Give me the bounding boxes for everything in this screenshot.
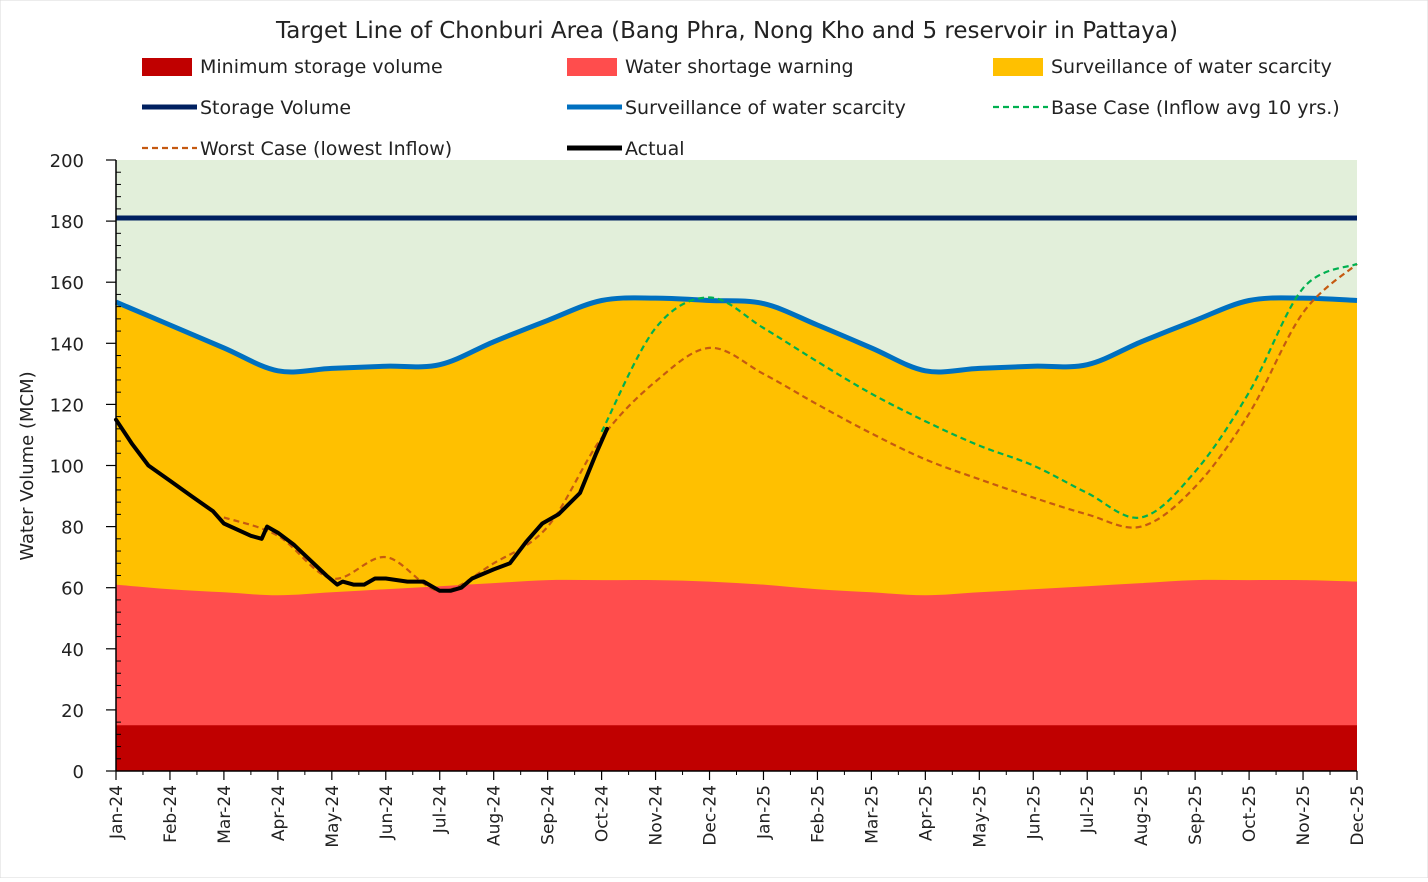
legend-label: Actual: [625, 138, 685, 160]
legend-item: Worst Case (lowest Inflow): [142, 138, 452, 160]
x-tick-label: Jul-25: [1078, 785, 1098, 834]
x-tick-label: Jan-24: [107, 785, 127, 840]
x-tick-label: Feb-24: [161, 785, 181, 843]
plot-area: [114, 160, 1358, 771]
line-surveillance-boundary: [115, 295, 1358, 375]
legend-item: Water shortage warning: [567, 56, 854, 78]
x-tick-label: Apr-25: [916, 785, 936, 841]
x-tick-label: May-24: [323, 785, 343, 848]
y-tick-label: 180: [50, 212, 84, 233]
y-axis-label: Water Volume (MCM): [17, 371, 38, 560]
x-tick-label: Jan-25: [754, 785, 774, 840]
line-worst-case: [223, 263, 1358, 592]
legend-item: Surveillance of water scarcity: [567, 97, 906, 119]
y-tick-label: 140: [50, 334, 84, 355]
legend-item: Minimum storage volume: [142, 56, 443, 78]
x-tick-label: Sep-25: [1186, 785, 1206, 845]
x-tick-label: Nov-24: [647, 785, 667, 846]
x-tick-label: Aug-25: [1132, 785, 1152, 846]
y-tick-label: 100: [50, 457, 84, 478]
legend-label: Storage Volume: [200, 97, 351, 119]
x-tick-label: Aug-24: [485, 785, 505, 846]
legend-label: Minimum storage volume: [200, 56, 443, 78]
line-base-case: [600, 262, 1358, 519]
area-minimum-storage: [116, 725, 1357, 771]
legend-label: Worst Case (lowest Inflow): [200, 138, 452, 160]
x-tick-label: Jun-24: [377, 785, 397, 840]
y-tick-label: 80: [61, 518, 84, 539]
x-tick-label: Sep-24: [539, 785, 559, 845]
legend-item: Base Case (Inflow avg 10 yrs.): [993, 97, 1340, 119]
legend-item: Actual: [567, 138, 685, 160]
x-tick-label: Nov-25: [1294, 785, 1314, 846]
legend-label: Water shortage warning: [625, 56, 854, 78]
legend-item: Surveillance of water scarcity: [993, 56, 1332, 78]
x-tick-label: Mar-25: [862, 785, 882, 844]
x-tick-label: Oct-25: [1240, 785, 1260, 842]
x-tick-label: Jul-24: [431, 785, 451, 834]
x-tick-label: Jun-25: [1024, 785, 1044, 840]
legend-swatch-box: [993, 58, 1043, 76]
line-actual: [114, 417, 609, 593]
legend: Minimum storage volume Water shortage war…: [142, 56, 1340, 160]
legend-label: Surveillance of water scarcity: [625, 97, 906, 119]
chart-title: Target Line of Chonburi Area (Bang Phra,…: [275, 18, 1178, 44]
x-tick-label: Apr-24: [269, 785, 289, 841]
y-tick-label: 60: [61, 579, 84, 600]
legend-item: Storage Volume: [142, 97, 351, 119]
legend-label: Base Case (Inflow avg 10 yrs.): [1051, 97, 1340, 119]
x-tick-label: May-25: [970, 785, 990, 848]
y-tick-label: 160: [50, 273, 84, 294]
x-tick-label: Feb-25: [808, 785, 828, 843]
y-tick-label: 200: [50, 151, 84, 172]
x-tick-label: Dec-25: [1348, 785, 1368, 846]
y-tick-label: 0: [73, 762, 84, 783]
legend-swatch-box: [142, 58, 192, 76]
y-tick-label: 120: [50, 395, 84, 416]
x-tick-label: Dec-24: [701, 785, 721, 846]
area-water-shortage: [116, 579, 1357, 771]
x-tick-label: Oct-24: [593, 785, 613, 842]
legend-swatch-box: [567, 58, 617, 76]
x-tick-label: Mar-24: [215, 785, 235, 844]
axes: 0 20 40 60 80 100 120 140 160 180 200 Jan-24 Feb-24 M…: [50, 151, 1368, 848]
y-tick-label: 20: [61, 701, 84, 722]
y-tick-label: 40: [61, 640, 84, 661]
legend-label: Surveillance of water scarcity: [1051, 56, 1332, 78]
